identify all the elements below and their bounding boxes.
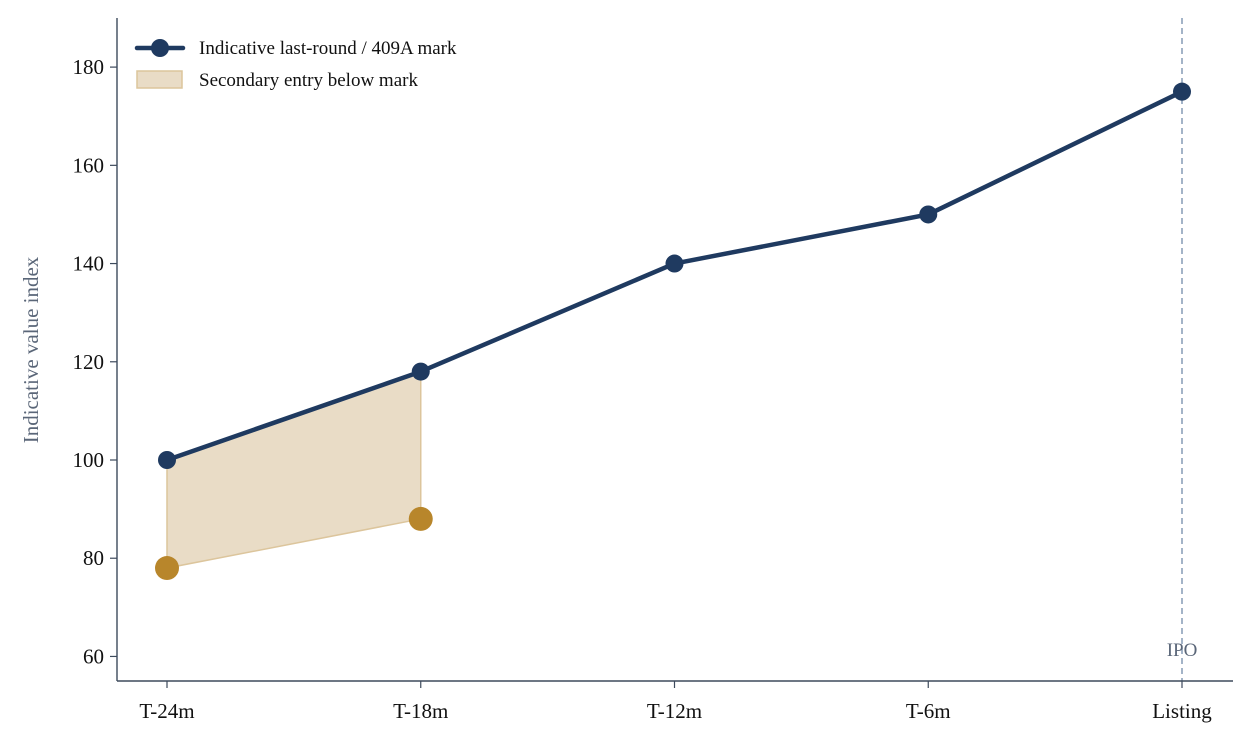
y-tick-label: 60 <box>83 644 104 668</box>
x-tick-label: T-18m <box>393 699 448 723</box>
secondary-entry-point <box>155 556 179 581</box>
shaded-band-layer <box>166 370 422 569</box>
y-tick-label: 140 <box>73 252 105 276</box>
series-point <box>411 362 430 381</box>
y-tick-label: 100 <box>73 448 105 472</box>
series-point <box>665 254 684 273</box>
secondary-entry-layer <box>155 506 433 581</box>
legend-label-series: Indicative last-round / 409A mark <box>199 38 457 59</box>
y-tick-label: 160 <box>73 153 105 177</box>
shaded-band-area <box>166 370 422 569</box>
y-axis-title: Indicative value index <box>19 256 43 443</box>
series-point <box>1173 82 1191 101</box>
ipo-marker-layer: IPO <box>1167 18 1198 681</box>
legend-label-band: Secondary entry below mark <box>199 70 418 91</box>
legend-band-swatch <box>136 70 183 89</box>
series-layer <box>158 82 1191 469</box>
series-line <box>164 89 1185 463</box>
y-tick-label: 120 <box>73 350 105 374</box>
series-point <box>158 451 176 469</box>
axes: 60 80 100 120 140 160 180 T-24m T-18m T-12m T-6m Li… <box>73 18 1233 723</box>
secondary-entry-point <box>408 506 433 531</box>
x-tick-label: T-12m <box>647 699 702 723</box>
legend: Indicative last-round / 409A mark Seconda… <box>134 38 457 91</box>
y-tick-label: 180 <box>73 55 105 79</box>
x-tick-label: T-24m <box>139 699 194 723</box>
series-point <box>919 205 938 224</box>
legend-marker-swatch <box>151 39 169 57</box>
x-tick-label: Listing <box>1152 699 1212 723</box>
ipo-annotation-label: IPO <box>1167 640 1198 661</box>
x-tick-label: T-6m <box>906 699 951 723</box>
y-tick-label: 80 <box>83 546 104 570</box>
